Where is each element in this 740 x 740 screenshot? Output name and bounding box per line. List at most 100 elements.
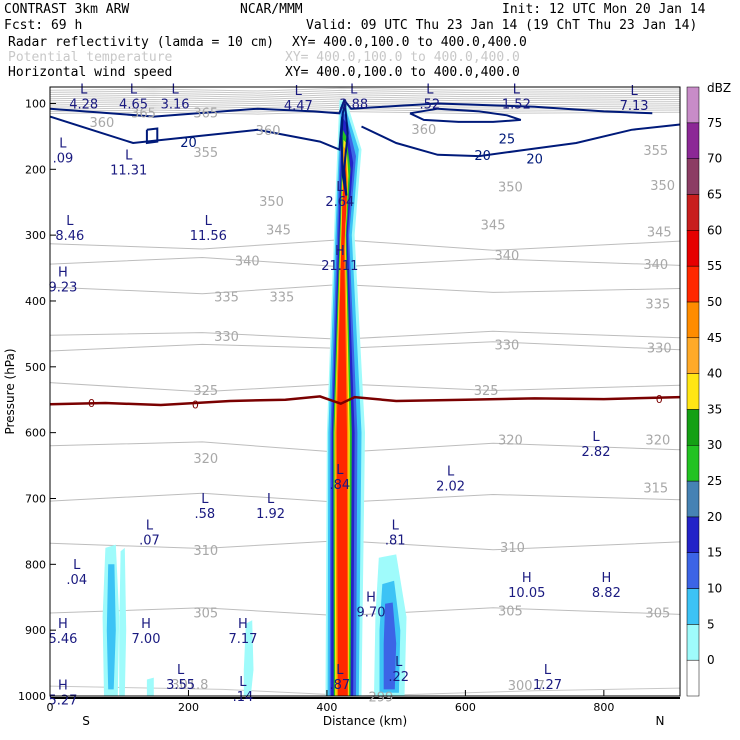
center-value: 11.31 xyxy=(110,163,147,178)
theta-label: 305 xyxy=(645,607,670,622)
center-value: 1.92 xyxy=(256,507,285,522)
theta-label: 330 xyxy=(214,330,239,345)
theta-contour-upper xyxy=(49,98,681,103)
high-symbol: H xyxy=(601,571,611,586)
colorbar-swatch xyxy=(686,624,700,661)
y-tick-label: 500 xyxy=(25,361,46,374)
colorbar-tick-label: 65 xyxy=(707,187,722,201)
theta-label: 360 xyxy=(411,123,436,138)
colorbar-swatch xyxy=(686,301,700,339)
colorbar-swatch xyxy=(686,516,700,553)
low-symbol: L xyxy=(350,82,358,97)
theta-label: 320 xyxy=(645,434,670,449)
theta-label: 325 xyxy=(193,384,218,399)
low-symbol: L xyxy=(447,464,455,479)
y-tick-label: 700 xyxy=(25,492,46,505)
theta-label: 350 xyxy=(259,195,284,210)
low-symbol: L xyxy=(146,518,154,533)
center-value: 1.27 xyxy=(533,678,562,693)
colorbar-swatch xyxy=(686,659,700,697)
theta-contour xyxy=(49,256,681,268)
colorbar-swatch xyxy=(686,86,700,124)
y-tick-label: 600 xyxy=(25,427,46,440)
theta-label: 335 xyxy=(214,291,239,306)
colorbar-tick-label: 35 xyxy=(707,402,722,416)
low-symbol: L xyxy=(205,214,213,229)
theta-label: 345 xyxy=(647,226,672,241)
center-value: 7.13 xyxy=(620,99,649,114)
theta-contour xyxy=(49,492,681,503)
colorbar-tick-label: 40 xyxy=(707,367,722,381)
colorbar-tick-label: 30 xyxy=(707,438,722,452)
center-value: 4.65 xyxy=(119,97,148,112)
low-symbol: L xyxy=(630,84,638,99)
center-value: .81 xyxy=(385,533,406,548)
colorbar-swatch xyxy=(686,265,700,303)
axes: 0 200 400 600 800100200300400500600700800900… xyxy=(3,97,664,728)
wind-contour-jet xyxy=(340,103,349,196)
colorbar-swatch xyxy=(686,588,700,625)
theta-label: 299 xyxy=(369,690,394,705)
colorbar-swatch xyxy=(686,158,700,195)
theta-label: 355 xyxy=(643,144,668,159)
init-time: Init: 12 UTC Mon 20 Jan 14 xyxy=(502,2,706,17)
theta-label: 345 xyxy=(266,224,291,239)
field3-xy: XY= 400.0,100.0 to 400.0,400.0 xyxy=(285,65,520,80)
pressure-centers: L4.28L4.65L3.16L4.47L3.88L.52L1.52L7.13L… xyxy=(48,82,648,708)
y-axis-title: Pressure (hPa) xyxy=(3,348,17,434)
center-value: .87 xyxy=(330,678,351,693)
field1-name: Radar reflectivity (lamda = 10 cm) xyxy=(8,35,275,50)
x-tick-label: 800 xyxy=(593,701,614,714)
low-symbol: L xyxy=(59,136,67,151)
theta-contour-upper xyxy=(49,104,681,109)
low-symbol: L xyxy=(267,492,275,507)
theta-label: 305 xyxy=(498,605,523,620)
low-symbol: L xyxy=(336,463,344,478)
x-end-left: S xyxy=(82,714,90,728)
colorbar-tick-label: 45 xyxy=(707,331,722,345)
theta-label: 355 xyxy=(193,146,218,161)
high-symbol: H xyxy=(335,244,345,259)
reflectivity-layer xyxy=(336,156,348,697)
theta-label: 340 xyxy=(235,254,260,269)
theta-label: 330 xyxy=(495,339,520,354)
theta-contour-upper xyxy=(49,87,681,92)
center-value: 8.82 xyxy=(592,586,621,601)
zero-line xyxy=(49,395,681,407)
theta-label: 305 xyxy=(193,607,218,622)
low-symbol: L xyxy=(513,82,521,97)
high-symbol: H xyxy=(58,678,68,693)
field3-name: Horizontal wind speed xyxy=(8,65,173,80)
low-symbol: L xyxy=(336,180,344,195)
low-symbol: L xyxy=(295,84,303,99)
colorbar-tick-label: 20 xyxy=(707,510,722,524)
high-symbol: H xyxy=(58,617,68,632)
y-tick-label: 900 xyxy=(25,624,46,637)
center-value: 7.00 xyxy=(132,632,161,647)
colorbar-tick-label: 5 xyxy=(707,617,715,631)
theta-label: 340 xyxy=(643,258,668,273)
colorbar-swatch xyxy=(686,230,700,267)
theta-contour xyxy=(49,341,681,352)
low-symbol: L xyxy=(426,82,434,97)
wind-label: 25 xyxy=(499,133,516,148)
theta-label: 365 xyxy=(131,106,156,121)
theta-label: 360 xyxy=(256,124,281,139)
theta-contour-surface xyxy=(49,685,681,697)
y-tick-label: 100 xyxy=(25,97,46,110)
theta-label: 340 xyxy=(495,249,520,264)
theta-contour xyxy=(49,382,681,393)
wind-contour-20-left xyxy=(49,115,344,151)
low-symbol: L xyxy=(544,663,552,678)
wind-label: 20 xyxy=(526,152,543,167)
wind-contours xyxy=(49,98,681,196)
field2-name: Potential temperature xyxy=(8,50,173,65)
colorbar-tick-label: 70 xyxy=(707,152,722,166)
center-value: 8.46 xyxy=(55,229,84,244)
low-symbol: L xyxy=(73,558,81,573)
theta-label: 310 xyxy=(193,544,218,559)
x-tick-label: 600 xyxy=(455,701,476,714)
field2-xy: XY= 400.0,100.0 to 400.0,400.0 xyxy=(285,50,520,65)
center-value: 2.02 xyxy=(436,479,465,494)
